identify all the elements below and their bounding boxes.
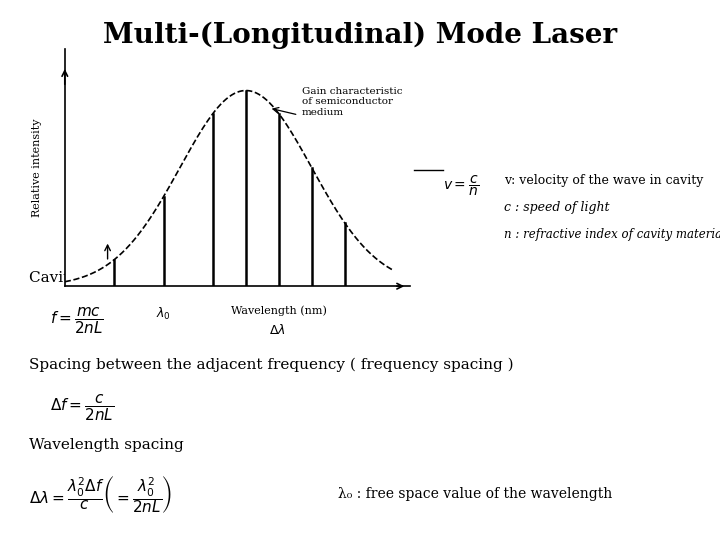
Text: $\Delta f = \dfrac{c}{2nL}$: $\Delta f = \dfrac{c}{2nL}$	[50, 393, 114, 423]
Text: Cavity resonance frequency: Cavity resonance frequency	[29, 271, 245, 285]
Text: n : refractive index of cavity material: n : refractive index of cavity material	[504, 228, 720, 241]
Text: c : speed of light: c : speed of light	[504, 201, 610, 214]
Text: Wavelength spacing: Wavelength spacing	[29, 438, 184, 453]
Text: Wavelength (nm): Wavelength (nm)	[231, 306, 327, 316]
Text: $\Delta\lambda$: $\Delta\lambda$	[269, 322, 286, 336]
Text: Multi-(Longitudinal) Mode Laser: Multi-(Longitudinal) Mode Laser	[103, 22, 617, 49]
Text: $v = \dfrac{c}{n}$: $v = \dfrac{c}{n}$	[443, 174, 479, 199]
Text: Relative intensity: Relative intensity	[32, 118, 42, 217]
Text: Gain characteristic
of semiconductor
medium: Gain characteristic of semiconductor med…	[302, 87, 402, 117]
Text: $\lambda_0$: $\lambda_0$	[156, 306, 171, 322]
Text: Spacing between the adjacent frequency ( frequency spacing ): Spacing between the adjacent frequency (…	[29, 357, 513, 372]
Text: $f = \dfrac{mc}{2nL}$: $f = \dfrac{mc}{2nL}$	[50, 306, 104, 336]
Text: λ₀ : free space value of the wavelength: λ₀ : free space value of the wavelength	[338, 487, 613, 501]
Text: v: velocity of the wave in cavity: v: velocity of the wave in cavity	[504, 174, 703, 187]
Text: $\Delta\lambda = \dfrac{\lambda_0^2 \Delta f}{c}\left(= \dfrac{\lambda_0^2}{2nL}: $\Delta\lambda = \dfrac{\lambda_0^2 \Del…	[29, 474, 172, 515]
